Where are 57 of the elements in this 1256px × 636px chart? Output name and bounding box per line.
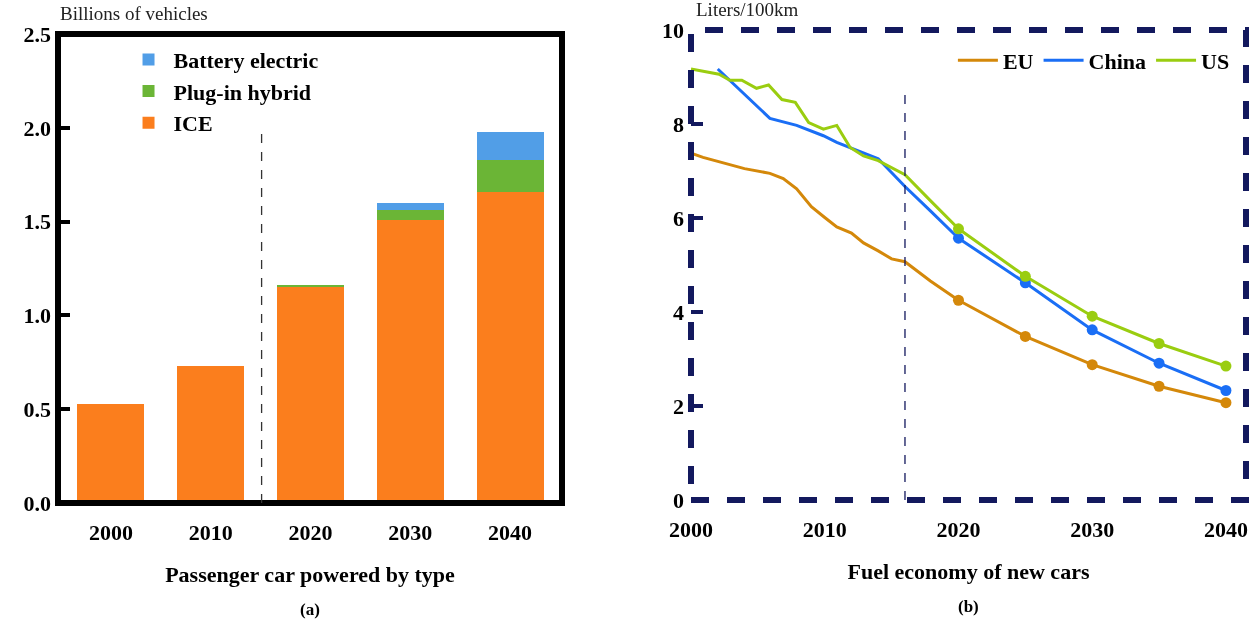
- text: (b): [958, 597, 979, 616]
- x-tick-label: 2020: [936, 517, 981, 542]
- y-tick-label: 2.0: [23, 115, 51, 141]
- y-tick-label: 8: [673, 111, 684, 137]
- bar: [476, 131, 544, 160]
- point: [952, 232, 964, 244]
- bar: [277, 287, 344, 503]
- y-tick-label: 2: [673, 393, 684, 419]
- y-tick-label: 6: [673, 205, 684, 231]
- x-axis-title: Passenger car powered by type: [165, 561, 456, 587]
- y-axis-title: Liters/100km: [696, 0, 799, 20]
- point: [952, 223, 964, 235]
- point: [1086, 310, 1098, 322]
- point: [1086, 324, 1098, 336]
- x-tick-label: 2010: [188, 520, 233, 545]
- y-axis-title: Billions of vehicles: [60, 3, 208, 24]
- y-tick-label: 0.5: [23, 396, 51, 422]
- x-tick-label: 2000: [88, 520, 133, 545]
- x-tick-label: 2030: [1070, 517, 1115, 542]
- y-tick-label: 0: [673, 487, 684, 513]
- bar: [376, 219, 444, 503]
- y-tick-label: 1.5: [23, 209, 51, 235]
- y-tick-label: 2.5: [23, 21, 51, 47]
- x-tick-label: 2040: [488, 520, 533, 545]
- x-tick-label: 2000: [669, 517, 713, 542]
- point: [1220, 360, 1232, 372]
- y-tick-label: 4: [673, 299, 684, 325]
- legend-label: China: [1088, 48, 1147, 74]
- text: (a): [300, 600, 320, 619]
- x-axis-title: Fuel economy of new cars: [847, 558, 1090, 584]
- legend-label: ICE: [173, 111, 213, 137]
- legend-label: Battery electric: [173, 48, 319, 74]
- x-tick-label: 2020: [288, 520, 333, 545]
- y-tick-label: 10: [662, 17, 684, 43]
- bar: [77, 403, 145, 503]
- legend-label: EU: [1002, 48, 1034, 74]
- bar: [476, 191, 544, 503]
- y-tick-label: 1.0: [23, 303, 51, 329]
- bar: [376, 210, 444, 220]
- x-tick-label: 2030: [388, 520, 433, 545]
- legend-label: US: [1201, 48, 1230, 74]
- point: [1019, 270, 1031, 282]
- legend-label: Plug-in hybrid: [173, 79, 312, 105]
- point: [1153, 357, 1165, 369]
- x-tick-label: 2010: [802, 517, 847, 542]
- bar: [476, 159, 544, 192]
- y-tick-label: 0.0: [23, 490, 51, 516]
- point: [1153, 337, 1165, 349]
- bar: [376, 202, 444, 211]
- x-tick-label: 2040: [1203, 517, 1248, 542]
- point: [1153, 380, 1165, 392]
- point: [1019, 330, 1031, 342]
- point: [1220, 397, 1232, 409]
- point: [1086, 359, 1098, 371]
- point: [1220, 384, 1232, 396]
- bar: [177, 366, 245, 503]
- point: [952, 294, 964, 306]
